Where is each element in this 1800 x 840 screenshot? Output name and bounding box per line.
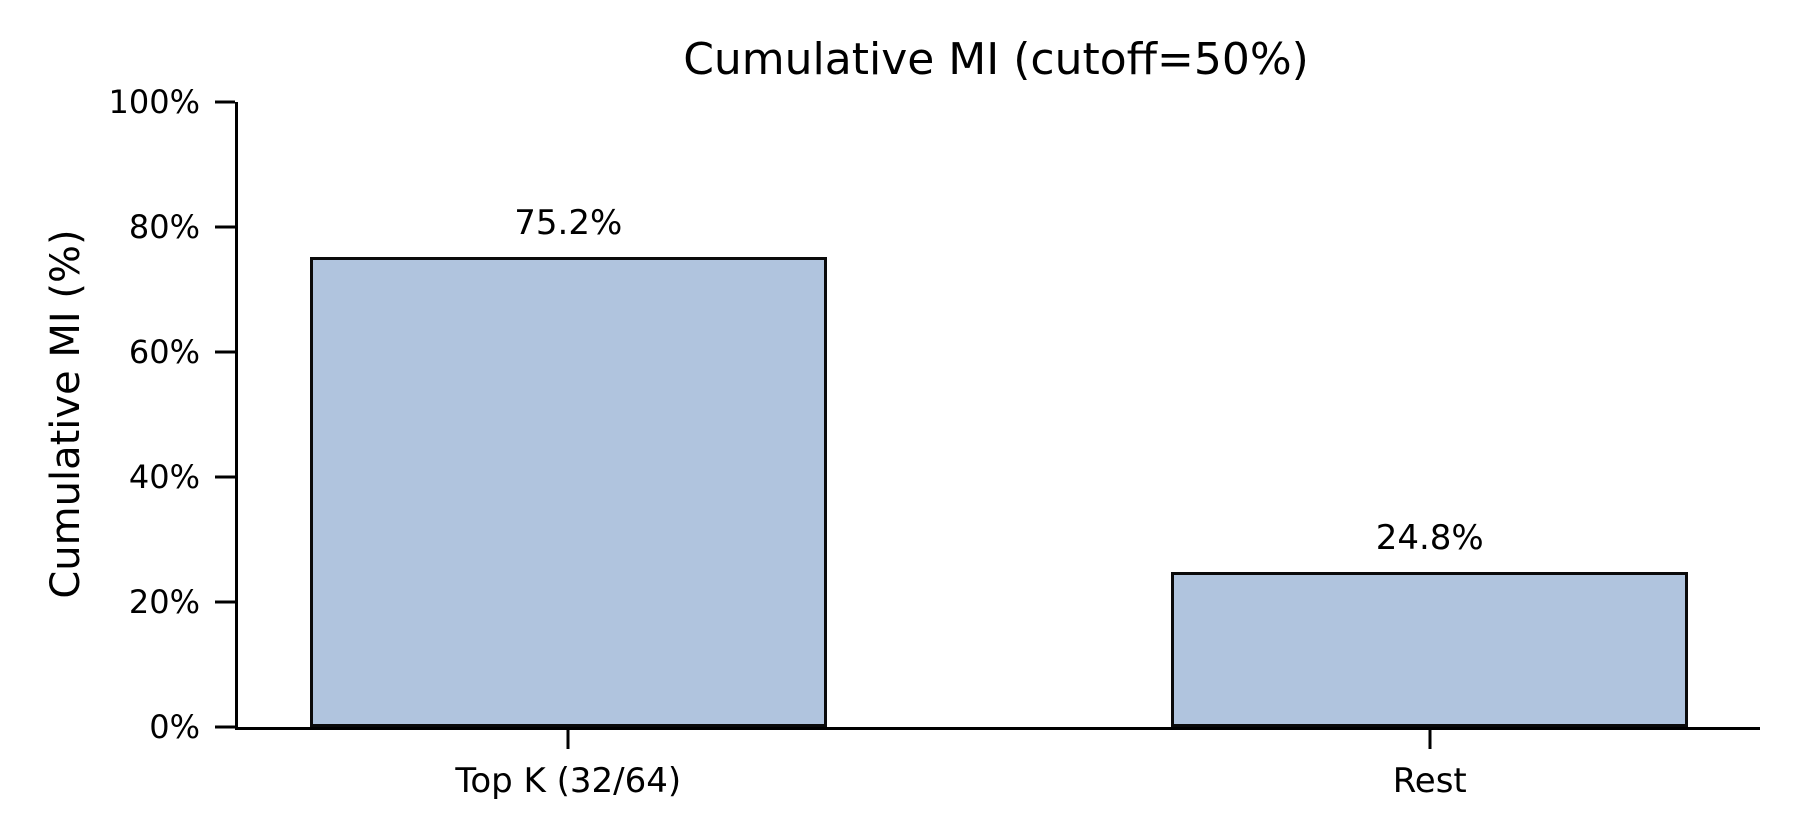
x-tick-mark [1428, 730, 1432, 749]
bar-value-label: 24.8% [1375, 518, 1484, 558]
y-tick-label: 100% [108, 83, 200, 121]
bar-value-label: 75.2% [514, 203, 623, 244]
x-tick-label: Rest [1392, 761, 1467, 801]
y-tick-label: 80% [128, 208, 200, 246]
y-axis-label: Cumulative MI (%) [43, 229, 89, 599]
y-tick-mark [215, 225, 235, 229]
bar [309, 257, 827, 727]
chart-title: Cumulative MI (cutoff=50%) [683, 34, 1309, 85]
y-tick-mark [215, 350, 235, 354]
y-tick-mark [215, 600, 235, 604]
plot-area: 0% 20% 40% 60% 80% 100% 75.2% 24.8% Top K (32/… [109, 83, 1760, 801]
x-tick-label: Top K (32/64) [455, 761, 682, 801]
y-tick-label: 60% [128, 333, 200, 371]
y-tick-mark [215, 100, 235, 104]
y-tick-label: 20% [128, 583, 200, 621]
x-tick-mark [566, 730, 570, 749]
bar [1170, 572, 1689, 727]
y-tick-label: 0% [149, 708, 200, 746]
y-tick-mark [215, 475, 235, 479]
y-tick-mark [215, 725, 235, 729]
y-tick-label: 40% [128, 458, 200, 496]
